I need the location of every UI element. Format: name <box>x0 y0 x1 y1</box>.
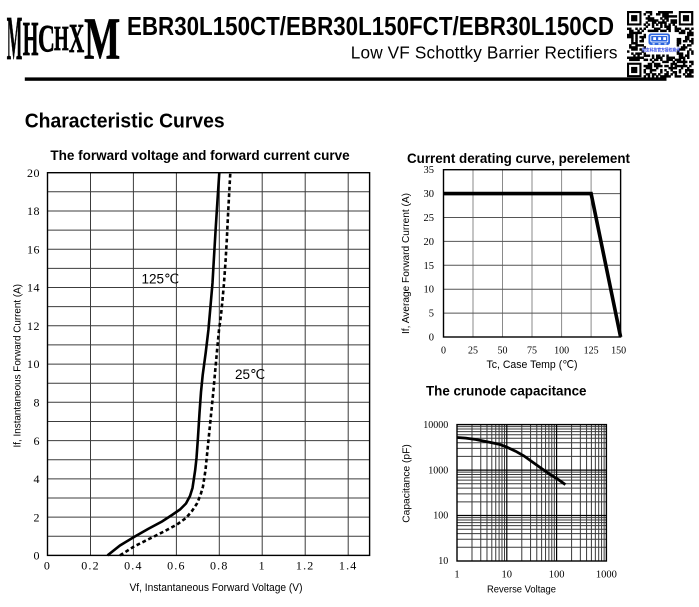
svg-text:0: 0 <box>44 559 51 573</box>
svg-text:125℃: 125℃ <box>142 272 180 287</box>
svg-text:0: 0 <box>441 346 446 357</box>
svg-text:1.4: 1.4 <box>339 559 358 573</box>
svg-text:The forward voltage and forwar: The forward voltage and forward current … <box>50 148 350 163</box>
svg-text:16: 16 <box>27 242 40 256</box>
svg-text:10: 10 <box>438 556 448 567</box>
svg-text:0.4: 0.4 <box>124 559 143 573</box>
svg-text:50: 50 <box>498 346 508 357</box>
svg-text:0.2: 0.2 <box>81 559 100 573</box>
svg-text:35: 35 <box>424 165 435 176</box>
svg-text:5: 5 <box>429 309 434 320</box>
svg-text:10: 10 <box>27 357 40 371</box>
svg-text:20: 20 <box>27 166 40 180</box>
svg-text:1000: 1000 <box>596 570 617 581</box>
svg-text:Current derating curve, perele: Current derating curve, perelement <box>407 151 630 166</box>
svg-text:1: 1 <box>454 570 459 581</box>
svg-text:12: 12 <box>27 319 40 333</box>
svg-text:If, Average Forward Current (A: If, Average Forward Current (A) <box>401 193 412 334</box>
svg-text:The crunode capacitance: The crunode capacitance <box>426 384 587 399</box>
svg-text:Tc, Case Temp (℃): Tc, Case Temp (℃) <box>487 359 578 371</box>
svg-text:125: 125 <box>584 346 599 357</box>
svg-text:10: 10 <box>424 285 435 296</box>
svg-text:1.2: 1.2 <box>296 559 315 573</box>
svg-text:30: 30 <box>424 189 435 200</box>
svg-text:15: 15 <box>424 261 435 272</box>
svg-text:1: 1 <box>259 559 266 573</box>
svg-text:100: 100 <box>549 570 565 581</box>
svg-text:10: 10 <box>502 570 513 581</box>
svg-text:100: 100 <box>433 511 448 522</box>
svg-text:20: 20 <box>424 237 435 248</box>
svg-text:C: C <box>38 16 55 60</box>
svg-text:18: 18 <box>27 204 40 218</box>
svg-text:0.6: 0.6 <box>167 559 186 573</box>
svg-text:X: X <box>69 17 85 62</box>
svg-text:2: 2 <box>34 510 41 524</box>
svg-text:4: 4 <box>34 472 41 486</box>
svg-text:8: 8 <box>34 396 41 410</box>
svg-text:M: M <box>7 4 23 72</box>
svg-text:H: H <box>23 13 39 67</box>
svg-text:Reverse Voltage: Reverse Voltage <box>487 585 556 596</box>
svg-text:0: 0 <box>34 549 41 563</box>
svg-text:EBR30L150CT/EBR30L150FCT/EBR30: EBR30L150CT/EBR30L150FCT/EBR30L150CD <box>127 11 614 41</box>
svg-text:25: 25 <box>424 213 435 224</box>
svg-text:150: 150 <box>611 346 626 357</box>
svg-text:恒玄科技官方授权商代: 恒玄科技官方授权商代 <box>641 47 680 54</box>
svg-text:10000: 10000 <box>423 420 448 431</box>
svg-text:Characteristic Curves: Characteristic Curves <box>25 110 225 133</box>
svg-text:25: 25 <box>468 346 478 357</box>
svg-text:If, Instantaneous Forward Curr: If, Instantaneous Forward Current (A) <box>12 284 24 448</box>
svg-text:0.8: 0.8 <box>210 559 229 573</box>
svg-text:14: 14 <box>27 281 40 295</box>
svg-text:100: 100 <box>554 346 569 357</box>
svg-text:75: 75 <box>527 346 537 357</box>
svg-text:1000: 1000 <box>428 465 448 476</box>
svg-text:6: 6 <box>34 434 41 448</box>
svg-text:25℃: 25℃ <box>235 367 265 382</box>
svg-text:M: M <box>84 5 120 72</box>
svg-text:Vf, Instantaneous Forward Volt: Vf, Instantaneous Forward Voltage (V) <box>130 582 303 594</box>
svg-text:Low VF Schottky Barrier Rectif: Low VF Schottky Barrier Rectifiers <box>351 43 618 63</box>
svg-text:Capacitance (pF): Capacitance (pF) <box>402 444 413 523</box>
svg-text:H: H <box>54 20 69 59</box>
svg-text:0: 0 <box>429 333 434 344</box>
